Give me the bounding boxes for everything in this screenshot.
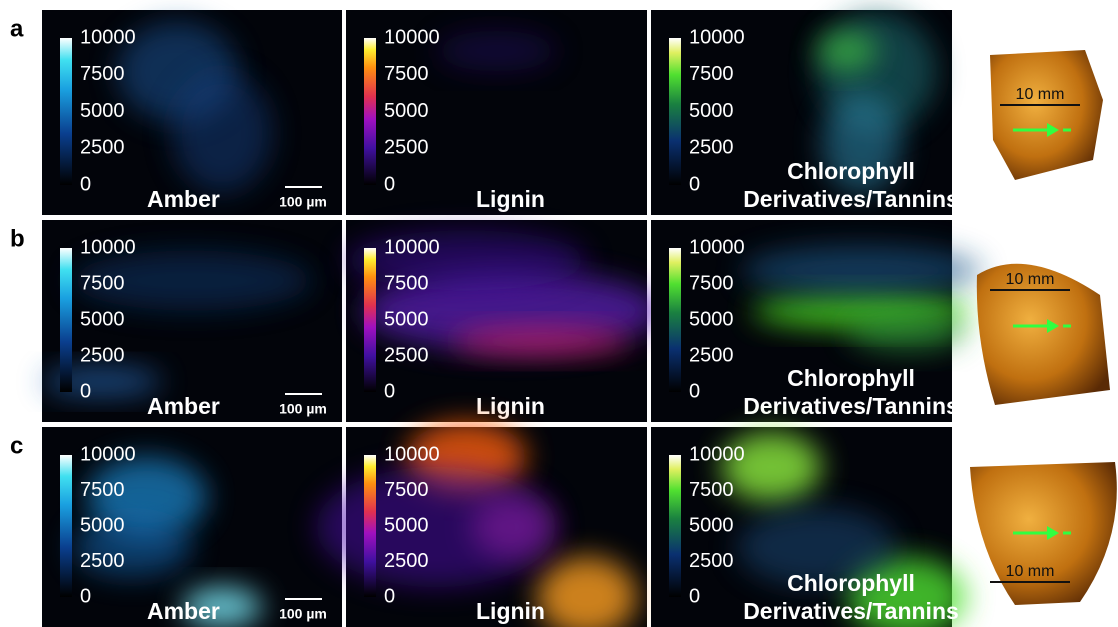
colorbar — [669, 38, 681, 185]
colorbar-tick-label: 2500 — [384, 344, 429, 366]
colorbar-tick-label: 10000 — [689, 26, 745, 48]
photo-scale-label: 10 mm — [1016, 86, 1065, 103]
image-panel: 0 2500 5000 7500 10000 Lignin — [346, 220, 662, 422]
panel-label: Chlorophyll — [787, 365, 915, 391]
colorbar — [364, 455, 376, 597]
colorbar-tick-label: 5000 — [80, 308, 125, 330]
panel-label: Amber — [147, 393, 220, 419]
colorbar-tick-label: 0 — [384, 380, 395, 402]
colorbar-tick-label: 0 — [689, 585, 700, 607]
scale-bar-label: 100 µm — [279, 606, 327, 622]
colorbar-tick-label: 0 — [80, 173, 91, 195]
colorbar — [364, 248, 376, 392]
colorbar-tick-label: 7500 — [689, 63, 734, 85]
signal-region — [346, 230, 586, 290]
colorbar-tick-label: 0 — [80, 380, 91, 402]
amber-photo: 10 mm — [977, 264, 1110, 405]
colorbar-tick-label: 10000 — [689, 443, 745, 465]
colorbar — [60, 455, 72, 597]
colorbar-tick-label: 0 — [80, 585, 91, 607]
colorbar-tick-label: 7500 — [689, 479, 734, 501]
colorbar-tick-label: 7500 — [80, 479, 125, 501]
colorbar-tick-label: 2500 — [384, 137, 429, 159]
colorbar-tick-label: 0 — [384, 173, 395, 195]
amber-photo: 10 mm — [970, 462, 1117, 605]
page: a 0 2500 5000 7500 10000 Amber 100 µm 0 2500 5000 7… — [0, 0, 1118, 627]
colorbar-tick-label: 5000 — [80, 514, 125, 536]
colorbar — [669, 455, 681, 597]
row-label: c — [10, 432, 23, 459]
colorbar-tick-label: 2500 — [80, 344, 125, 366]
colorbar-tick-label: 10000 — [689, 236, 745, 258]
colorbar-tick-label: 2500 — [689, 344, 734, 366]
scale-bar-label: 100 µm — [279, 401, 327, 417]
panel-label: Lignin — [476, 186, 545, 212]
scale-bar-label: 100 µm — [279, 194, 327, 210]
colorbar-tick-label: 2500 — [689, 550, 734, 572]
image-panel: 0 2500 5000 7500 10000 Amber 100 µm — [42, 220, 342, 422]
colorbar-tick-label: 7500 — [384, 272, 429, 294]
row-label: a — [10, 15, 24, 42]
signal-region — [316, 467, 556, 587]
panel-label: Amber — [147, 186, 220, 212]
panel-label: Derivatives/Tannins — [743, 393, 959, 419]
colorbar-tick-label: 2500 — [80, 137, 125, 159]
panel-label: Chlorophyll — [787, 158, 915, 184]
panel-label: Lignin — [476, 393, 545, 419]
amber-specimen — [990, 50, 1103, 180]
signal-region — [172, 73, 272, 193]
image-panel: 0 2500 5000 7500 10000 Amber 100 µm — [42, 427, 342, 627]
colorbar — [669, 248, 681, 392]
colorbar — [60, 38, 72, 185]
colorbar-tick-label: 0 — [689, 380, 700, 402]
colorbar-tick-label: 5000 — [689, 514, 734, 536]
colorbar-tick-label: 2500 — [689, 137, 734, 159]
colorbar-tick-label: 5000 — [689, 308, 734, 330]
photo-scale-label: 10 mm — [1006, 271, 1055, 288]
panel-label: Derivatives/Tannins — [743, 186, 959, 212]
signal-region — [437, 31, 557, 71]
colorbar-tick-label: 7500 — [384, 63, 429, 85]
image-panel: 0 2500 5000 7500 10000 ChlorophyllDerivatives… — [651, 10, 959, 215]
row-label: b — [10, 225, 25, 252]
colorbar-tick-label: 7500 — [80, 272, 125, 294]
colorbar-tick-label: 10000 — [384, 26, 440, 48]
colorbar-tick-label: 5000 — [689, 100, 734, 122]
panel-label: Derivatives/Tannins — [743, 598, 959, 624]
panel-label: Lignin — [476, 598, 545, 624]
signal-region — [817, 31, 877, 71]
colorbar-tick-label: 2500 — [384, 550, 429, 572]
colorbar-tick-label: 10000 — [384, 236, 440, 258]
colorbar-tick-label: 7500 — [80, 63, 125, 85]
signal-region — [742, 246, 982, 296]
colorbar-tick-label: 5000 — [384, 514, 429, 536]
image-panel: 0 2500 5000 7500 10000 Lignin — [316, 422, 647, 627]
colorbar-tick-label: 0 — [384, 585, 395, 607]
figure: a 0 2500 5000 7500 10000 Amber 100 µm 0 2500 5000 7… — [0, 0, 1118, 627]
image-panel: 0 2500 5000 7500 10000 Amber 100 µm — [42, 10, 342, 215]
image-panel: 0 2500 5000 7500 10000 Lignin — [346, 10, 647, 215]
photo-scale-label: 10 mm — [1006, 563, 1055, 580]
colorbar-tick-label: 10000 — [384, 443, 440, 465]
panel-label: Amber — [147, 598, 220, 624]
amber-photo: 10 mm — [990, 50, 1103, 180]
image-panel: 0 2500 5000 7500 10000 ChlorophyllDerivatives… — [651, 220, 982, 422]
colorbar-tick-label: 5000 — [384, 100, 429, 122]
colorbar-tick-label: 0 — [689, 173, 700, 195]
image-panel: 0 2500 5000 7500 10000 ChlorophyllDerivatives… — [651, 427, 967, 627]
colorbar-tick-label: 5000 — [80, 100, 125, 122]
panel-label: Chlorophyll — [787, 570, 915, 596]
colorbar — [60, 248, 72, 392]
colorbar-tick-label: 5000 — [384, 308, 429, 330]
colorbar-tick-label: 10000 — [80, 443, 136, 465]
colorbar-tick-label: 2500 — [80, 550, 125, 572]
colorbar-tick-label: 10000 — [80, 26, 136, 48]
colorbar-tick-label: 7500 — [689, 272, 734, 294]
signal-region — [847, 311, 967, 351]
colorbar — [364, 38, 376, 185]
colorbar-tick-label: 7500 — [384, 479, 429, 501]
signal-region — [452, 326, 632, 356]
colorbar-tick-label: 10000 — [80, 236, 136, 258]
